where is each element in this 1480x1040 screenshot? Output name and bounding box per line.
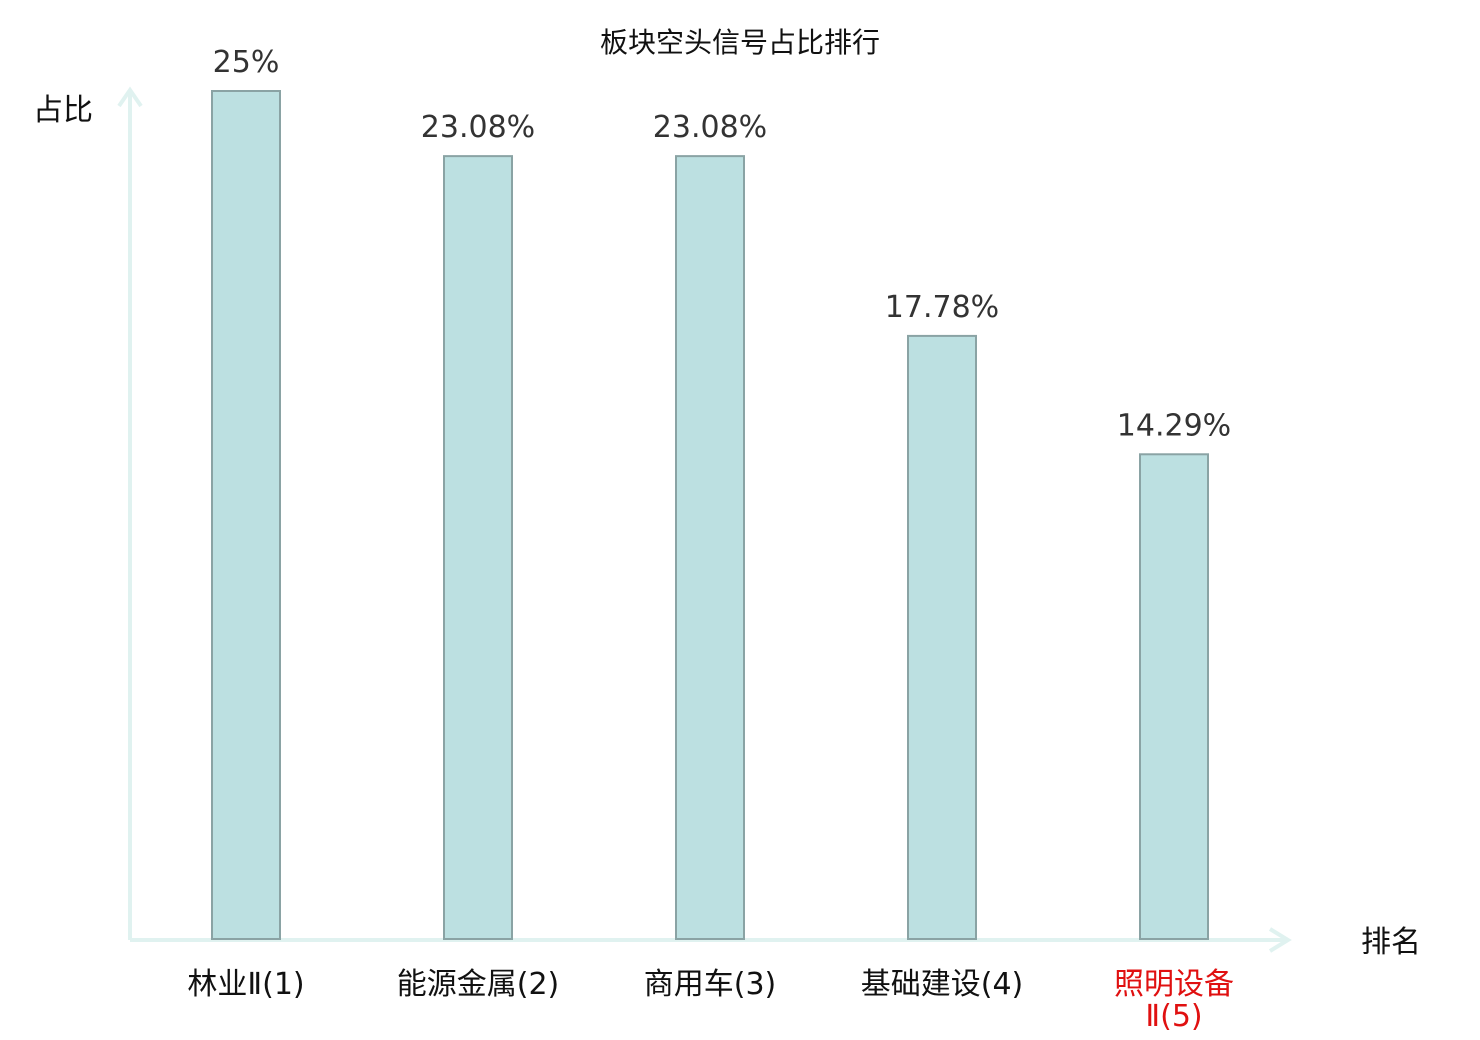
bar [907,334,977,940]
bar [1139,453,1209,940]
chart-title: 板块空头信号占比排行 [600,26,880,59]
bar [675,155,745,940]
x-axis-label: 排名 [1361,925,1421,960]
x-tick-label: 基础建设(4) [861,967,1024,1002]
bar-value-label: 23.08% [653,110,767,145]
bar-series [211,90,1209,940]
x-tick-label: 商用车(3) [644,967,777,1002]
value-labels: 25% 23.08% 23.08% 17.78% 14.29% [213,45,1232,443]
x-tick-label: 照明设备 [1114,967,1234,1002]
y-axis-label: 占比 [33,93,93,128]
x-tick-label: 能源金属(2) [397,967,560,1002]
y-axis-arrow [117,86,143,108]
bar-value-label: 25% [213,45,280,80]
bar-value-label: 14.29% [1117,408,1231,443]
x-tick-label: Ⅱ(5) [1145,999,1202,1034]
bar [211,90,281,940]
x-tick-label: 林业Ⅱ(1) [187,967,304,1002]
bar-value-label: 23.08% [421,110,535,145]
bar-value-label: 17.78% [885,290,999,325]
bar [443,155,513,940]
x-axis-arrow [1268,927,1292,953]
